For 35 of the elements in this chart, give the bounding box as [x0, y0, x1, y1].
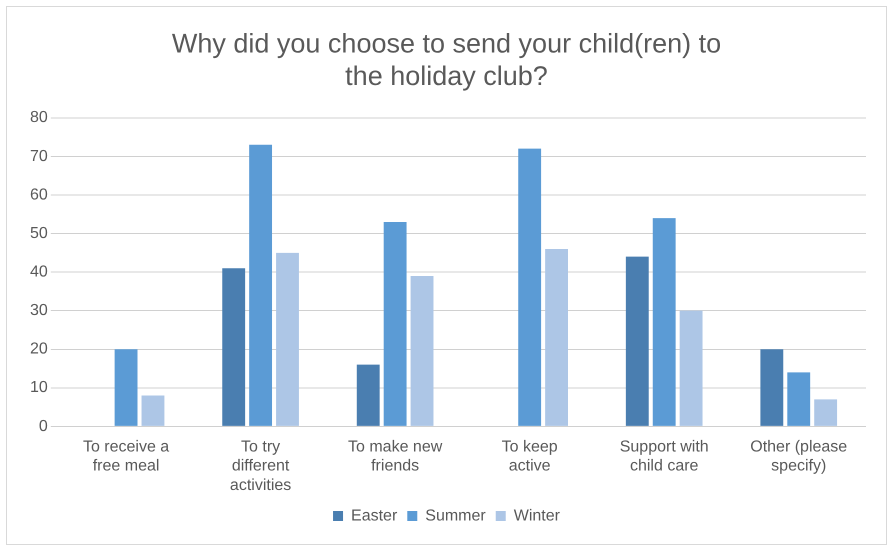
y-tick-label: 80 — [30, 109, 48, 126]
legend-label: Easter — [351, 507, 398, 524]
y-tick-label: 10 — [30, 379, 48, 396]
bar — [276, 252, 299, 426]
y-tick-label: 60 — [30, 186, 48, 204]
bar — [652, 218, 676, 426]
chart-title: Why did you choose to send your child(ren) to the holiday club? — [172, 28, 722, 92]
bar — [680, 310, 703, 426]
legend-label: Summer — [425, 507, 486, 524]
bar — [384, 222, 407, 426]
bar — [114, 349, 138, 426]
bar — [626, 256, 649, 426]
bar — [760, 349, 784, 426]
x-tick-label: To try different activities — [230, 438, 292, 494]
y-tick-label: 50 — [30, 224, 48, 242]
x-tick-label: Other (please specify) — [750, 438, 848, 475]
bar — [249, 144, 272, 426]
y-tick-label: 40 — [30, 264, 48, 281]
bar — [356, 364, 380, 426]
bar — [222, 268, 246, 426]
legend-label: Winter — [514, 507, 561, 524]
bar — [518, 148, 542, 426]
bar — [545, 248, 568, 426]
x-tick-label: To make new friends — [348, 438, 443, 475]
bar — [787, 372, 810, 426]
y-tick-label: 20 — [30, 340, 48, 358]
x-tick-label: To keep active — [502, 438, 558, 475]
y-tick-label: 70 — [30, 148, 48, 165]
bar — [814, 399, 838, 426]
x-tick-label: Support with child care — [620, 438, 709, 475]
y-tick-label: 30 — [30, 302, 48, 320]
bar — [142, 396, 164, 426]
y-tick-label: 0 — [38, 418, 48, 435]
x-tick-label: To receive a free meal — [82, 438, 170, 475]
bar — [410, 276, 434, 426]
